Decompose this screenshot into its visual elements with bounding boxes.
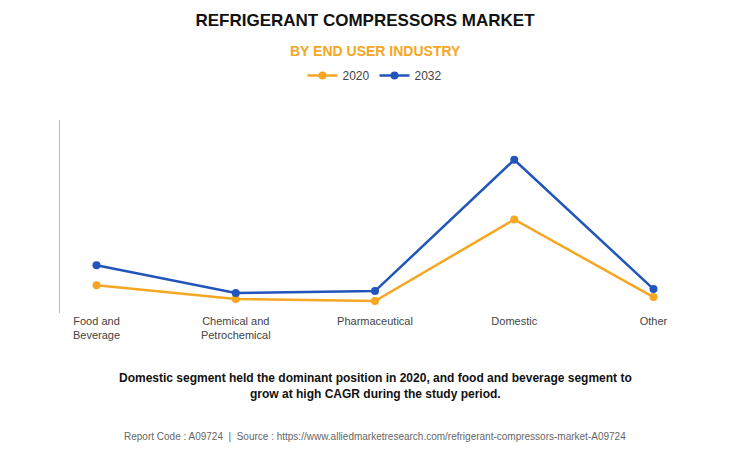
- svg-text:REFRIGERANT COMPRESSORS MARKET: REFRIGERANT COMPRESSORS MARKET: [195, 11, 535, 30]
- svg-text:BY END USER INDUSTRY: BY END USER INDUSTRY: [290, 43, 461, 59]
- svg-text:Other: Other: [640, 315, 668, 327]
- svg-text:Pharmaceutical: Pharmaceutical: [337, 315, 413, 327]
- svg-text:2032: 2032: [415, 69, 442, 83]
- svg-text:Food andBeverage: Food andBeverage: [73, 315, 120, 341]
- svg-text:Report Code : A09724 | Sourc: Report Code : A09724 | Source : https://…: [124, 431, 626, 442]
- svg-text:Domestic: Domestic: [491, 315, 537, 327]
- svg-text:2020: 2020: [343, 69, 370, 83]
- svg-text:Chemical andPetrochemical: Chemical andPetrochemical: [201, 315, 271, 341]
- svg-text:Domestic segment held the domi: Domestic segment held the dominant posit…: [119, 371, 632, 401]
